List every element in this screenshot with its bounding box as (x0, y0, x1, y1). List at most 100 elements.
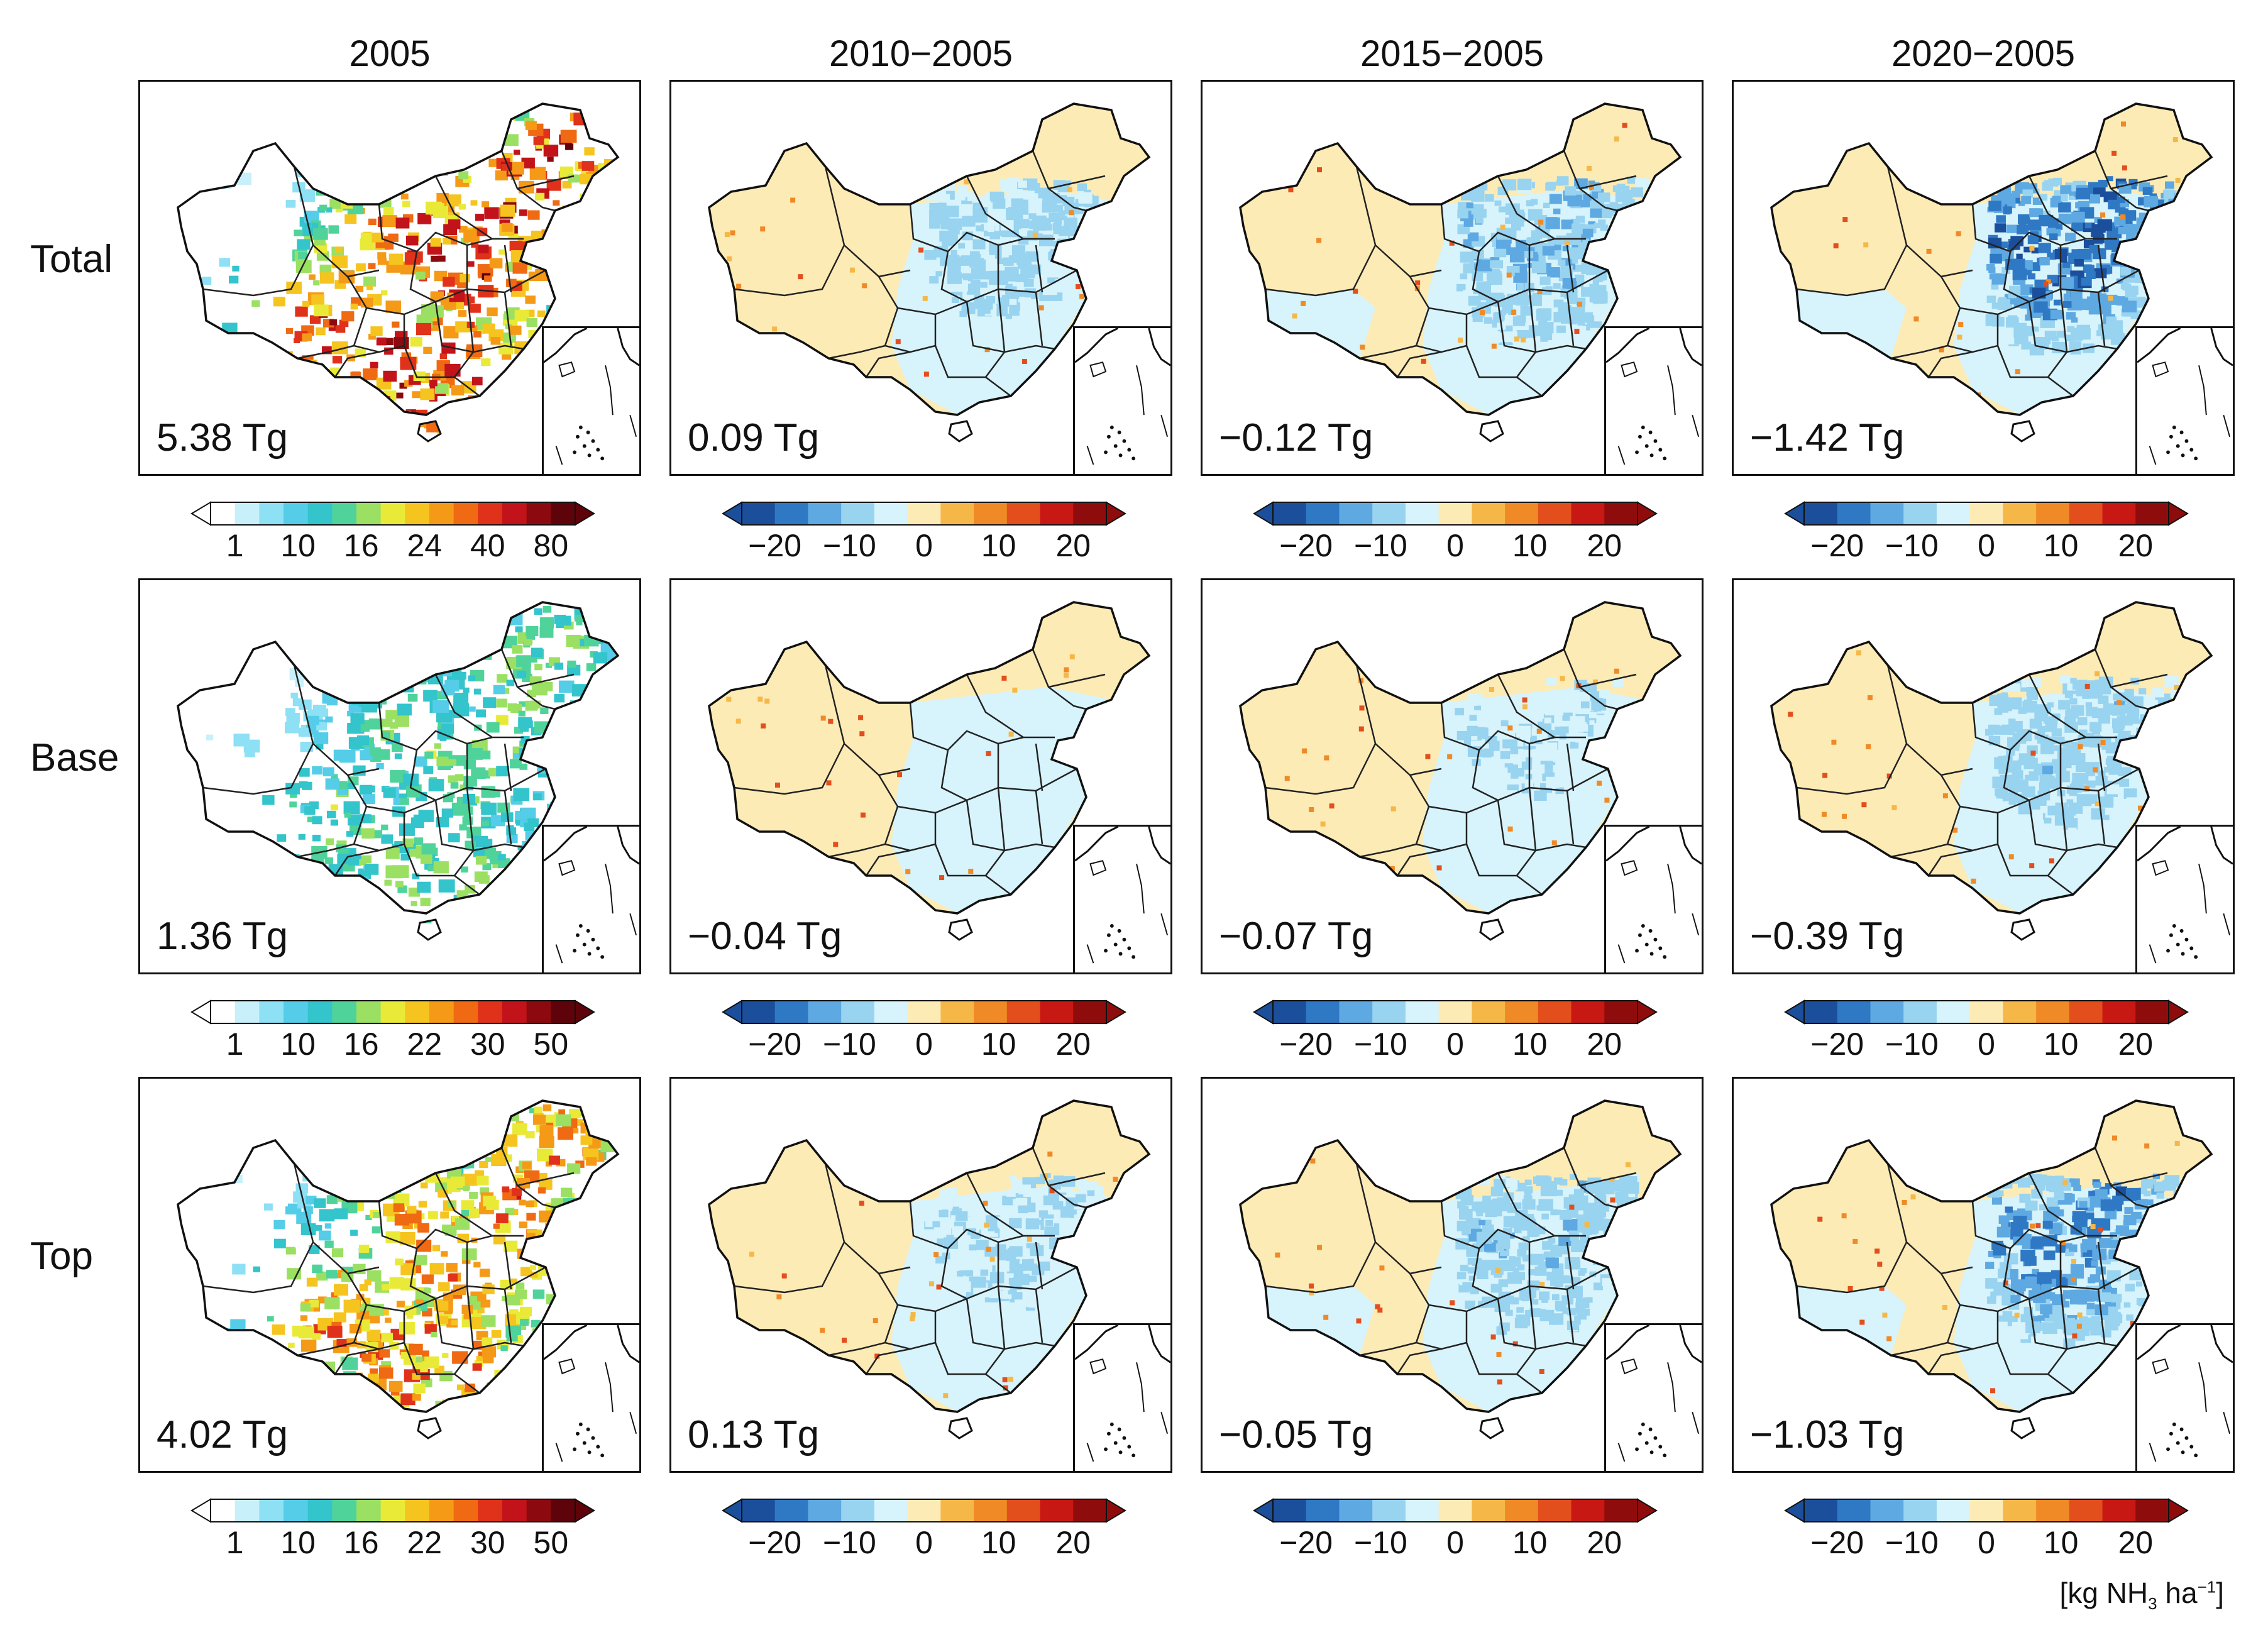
map-panel: −1.42 Tg (1732, 80, 2235, 476)
china-map (1770, 601, 2213, 941)
colorbar-tick: 10 (981, 1525, 1016, 1560)
colorbar-tick: −20 (1810, 1525, 1864, 1560)
difference-colorbar: −20 −10 0 10 20 (722, 999, 1126, 1062)
map-panel: 5.38 Tg (138, 80, 641, 476)
south-china-sea-inset (1073, 1323, 1170, 1471)
colorbar-tick: 10 (2043, 1027, 2079, 1062)
difference-colorbar: −20 −10 0 10 20 (1253, 1498, 1658, 1560)
colorbar-tick: 20 (1587, 1525, 1622, 1560)
column-title: 2005 (349, 33, 431, 74)
emission-total: 0.13 Tg (688, 1413, 820, 1456)
absolute-colorbar: 1 10 16 22 30 50 (190, 999, 595, 1062)
map-panel: −0.05 Tg (1201, 1077, 1704, 1473)
row-label: Base (30, 736, 119, 779)
colorbar-tick: 80 (533, 528, 569, 563)
colorbar-tick: 10 (1512, 1525, 1548, 1560)
colorbar-tick: 16 (343, 1525, 379, 1560)
colorbar-tick: −20 (1279, 528, 1333, 563)
emission-total: −0.04 Tg (688, 915, 842, 958)
colorbar-tick: 20 (1055, 1525, 1091, 1560)
colorbar-tick: 20 (2118, 1027, 2154, 1062)
china-map (708, 102, 1151, 443)
colorbar-tick: 20 (2118, 1525, 2154, 1560)
colorbar-tick: 10 (1512, 1027, 1548, 1062)
absolute-colorbar: 1 10 16 24 40 80 (190, 501, 595, 563)
emission-total: −0.05 Tg (1219, 1413, 1373, 1456)
map-panel: 0.09 Tg (669, 80, 1172, 476)
map-panel: −0.39 Tg (1732, 578, 2235, 974)
emission-total: 4.02 Tg (157, 1413, 289, 1456)
colorbar-tick: −10 (822, 528, 876, 563)
emission-total: 5.38 Tg (157, 416, 289, 460)
colorbar-tick: 0 (1978, 528, 1995, 563)
south-china-sea-inset (1604, 326, 1702, 474)
colorbar-tick: 20 (1587, 1027, 1622, 1062)
map-panel: −0.12 Tg (1201, 80, 1704, 476)
colorbar-tick: 0 (1978, 1525, 1995, 1560)
colorbar-tick: 30 (470, 1027, 505, 1062)
colorbar-tick: −20 (1810, 528, 1864, 563)
colorbar-tick: 20 (2118, 528, 2154, 563)
map-panel: 1.36 Tg (138, 578, 641, 974)
row-label: Total (30, 238, 113, 281)
south-china-sea-inset (1073, 825, 1170, 972)
colorbar-tick: −10 (1353, 528, 1407, 563)
south-china-sea-inset (1604, 825, 1702, 972)
column-title: 2010−2005 (829, 33, 1013, 74)
colorbar-tick: 1 (226, 1525, 244, 1560)
colorbar-tick: 16 (343, 528, 379, 563)
colorbar-tick: 10 (280, 528, 316, 563)
colorbar-tick: 10 (981, 1027, 1016, 1062)
china-map (1770, 102, 2213, 443)
china-map (1239, 601, 1682, 941)
map-panel: 4.02 Tg (138, 1077, 641, 1473)
south-china-sea-inset (1073, 326, 1170, 474)
column-title: 2020−2005 (1891, 33, 2075, 74)
difference-colorbar: −20 −10 0 10 20 (1784, 501, 2189, 563)
emission-total: −1.03 Tg (1750, 1413, 1905, 1456)
colorbar-tick: 10 (981, 528, 1016, 563)
south-china-sea-inset (1604, 1323, 1702, 1471)
column-title: 2015−2005 (1360, 33, 1544, 74)
south-china-sea-inset (2135, 825, 2233, 972)
colorbar-tick: 16 (343, 1027, 379, 1062)
south-china-sea-inset (2135, 326, 2233, 474)
china-map (708, 1099, 1151, 1440)
colorbar-tick: −10 (1353, 1027, 1407, 1062)
colorbar-tick: −20 (1279, 1525, 1333, 1560)
colorbar-tick: 30 (470, 1525, 505, 1560)
emission-total: −0.39 Tg (1750, 915, 1905, 958)
colorbar-tick: 0 (915, 1027, 933, 1062)
colorbar-tick: 50 (533, 1525, 569, 1560)
row-label: Top (30, 1235, 93, 1278)
colorbar-tick: 10 (280, 1525, 316, 1560)
colorbar-tick: −20 (748, 1027, 802, 1062)
colorbar-tick: −10 (822, 1525, 876, 1560)
colorbar-tick: 10 (280, 1027, 316, 1062)
map-panel: −0.07 Tg (1201, 578, 1704, 974)
emission-total: −0.07 Tg (1219, 915, 1373, 958)
colorbar-tick: 20 (1055, 528, 1091, 563)
colorbar-tick: 24 (407, 528, 443, 563)
difference-colorbar: −20 −10 0 10 20 (1253, 999, 1658, 1062)
difference-colorbar: −20 −10 0 10 20 (1784, 999, 2189, 1062)
china-map (1770, 1099, 2213, 1440)
difference-colorbar: −20 −10 0 10 20 (1784, 1498, 2189, 1560)
colorbar-tick: 40 (470, 528, 505, 563)
colorbar-tick: 10 (1512, 528, 1548, 563)
colorbar-tick: −10 (1885, 1525, 1939, 1560)
colorbar-tick: 10 (2043, 528, 2079, 563)
colorbar-tick: 10 (2043, 1525, 2079, 1560)
colorbar-tick: 1 (226, 528, 244, 563)
colorbar-tick: 0 (1978, 1027, 1995, 1062)
colorbar-tick: −10 (1885, 1027, 1939, 1062)
map-panel: −0.04 Tg (669, 578, 1172, 974)
colorbar-tick: 50 (533, 1027, 569, 1062)
south-china-sea-inset (542, 1323, 639, 1471)
difference-colorbar: −20 −10 0 10 20 (722, 501, 1126, 563)
difference-colorbar: −20 −10 0 10 20 (722, 1498, 1126, 1560)
colorbar-tick: −20 (748, 528, 802, 563)
colorbar-tick: −20 (1279, 1027, 1333, 1062)
colorbar-tick: −10 (1885, 528, 1939, 563)
colorbar-tick: 1 (226, 1027, 244, 1062)
